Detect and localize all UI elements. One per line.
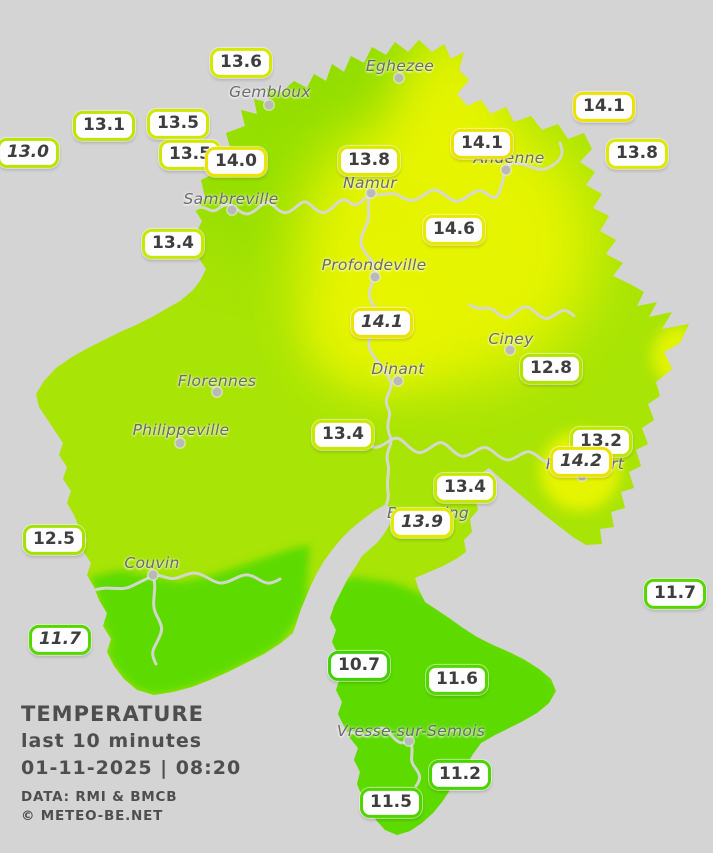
temp-label: 13.5 bbox=[147, 108, 209, 140]
temp-label: 10.7 bbox=[328, 650, 390, 682]
city-dot bbox=[175, 438, 185, 448]
temp-label: 13.9 bbox=[391, 507, 453, 539]
temp-label: 11.7 bbox=[644, 578, 706, 610]
temp-label: 14.6 bbox=[423, 214, 485, 246]
temp-label: 14.1 bbox=[451, 128, 513, 160]
city-label: Florennes bbox=[177, 372, 257, 390]
copyright: © METEO-BE.NET bbox=[21, 808, 164, 824]
city-dot bbox=[393, 376, 403, 386]
city-label: Ciney bbox=[488, 330, 534, 348]
temp-label: 11.6 bbox=[426, 664, 488, 696]
map-datetime: 01-11-2025 | 08:20 bbox=[21, 757, 242, 779]
temp-label: 13.6 bbox=[210, 47, 272, 79]
temp-label: 13.1 bbox=[73, 110, 135, 142]
temp-label: 13.4 bbox=[142, 228, 204, 260]
city-label: Philippeville bbox=[132, 421, 230, 439]
city-label: Profondeville bbox=[321, 256, 427, 274]
city-dot bbox=[264, 100, 274, 110]
temp-label: 13.8 bbox=[606, 138, 668, 170]
temp-label: 13.4 bbox=[434, 472, 496, 504]
temp-label: 14.1 bbox=[351, 307, 413, 339]
temp-label: 14.2 bbox=[550, 446, 612, 478]
city-dot bbox=[505, 345, 515, 355]
data-source: DATA: RMI & BMCB bbox=[21, 789, 178, 805]
city-label: Gembloux bbox=[229, 83, 311, 101]
title-block: TEMPERATURE last 10 minutes 01-11-2025 |… bbox=[21, 701, 241, 826]
temp-label: 12.5 bbox=[23, 524, 85, 556]
map-title: TEMPERATURE bbox=[21, 702, 204, 726]
temp-label: 13.0 bbox=[0, 137, 59, 169]
city-label: Dinant bbox=[371, 360, 425, 378]
temp-label: 14.1 bbox=[573, 91, 635, 123]
map-subtitle: last 10 minutes bbox=[21, 730, 203, 752]
temp-label: 13.4 bbox=[312, 419, 374, 451]
city-label: Vresse-sur-Semois bbox=[336, 722, 486, 740]
city-dot bbox=[366, 188, 376, 198]
city-label: Eghezee bbox=[365, 57, 435, 75]
temp-label: 13.5 bbox=[159, 139, 221, 171]
temp-label: 13.8 bbox=[338, 145, 400, 177]
temp-label: 11.7 bbox=[29, 624, 91, 656]
city-dot bbox=[501, 165, 511, 175]
city-dot bbox=[404, 736, 414, 746]
temp-label: 11.5 bbox=[360, 787, 422, 819]
city-label: Couvin bbox=[124, 554, 180, 572]
city-dot bbox=[227, 205, 237, 215]
city-dot bbox=[212, 387, 222, 397]
temp-label: 12.8 bbox=[520, 353, 582, 385]
city-label: Namur bbox=[343, 174, 397, 192]
city-label: Sambreville bbox=[183, 190, 279, 208]
city-dot bbox=[148, 570, 158, 580]
city-dot bbox=[394, 73, 404, 83]
temp-label: 11.2 bbox=[429, 759, 491, 791]
city-dot bbox=[370, 272, 380, 282]
temp-label: 14.0 bbox=[205, 146, 267, 178]
